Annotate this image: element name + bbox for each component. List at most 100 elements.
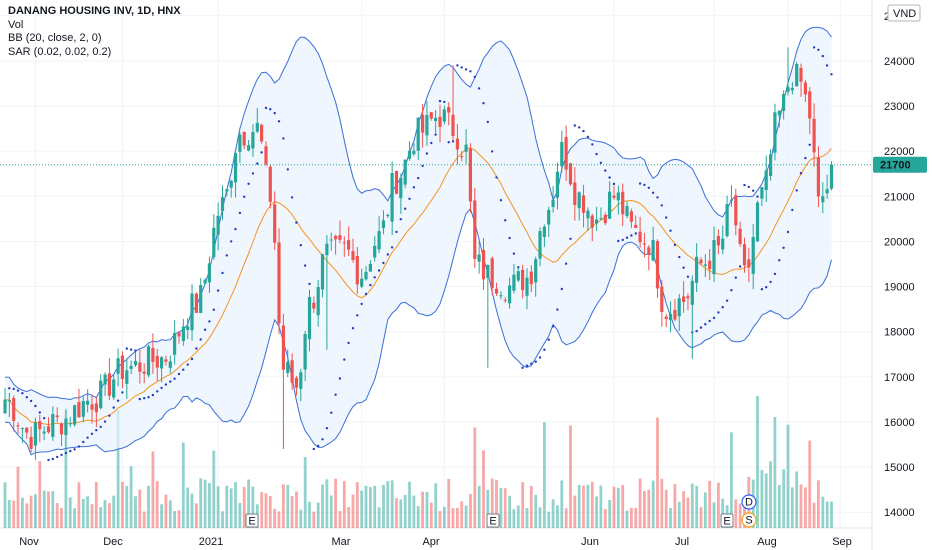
candle: [155, 349, 159, 382]
candle: [442, 105, 446, 125]
sar-dot: [760, 288, 764, 291]
volume-bar: [808, 440, 812, 528]
candle: [608, 181, 612, 219]
candle: [164, 355, 168, 366]
sar-dot: [412, 186, 416, 189]
sar-dot: [399, 218, 402, 221]
split-marker-circle[interactable]: [741, 512, 757, 528]
split-marker[interactable]: S: [741, 512, 757, 528]
earnings-marker-box[interactable]: [486, 513, 500, 528]
candle-body: [181, 326, 185, 341]
candle-body: [564, 136, 568, 170]
currency-badge[interactable]: VND: [887, 4, 921, 22]
earnings-marker[interactable]: E: [245, 513, 259, 528]
candle-body: [682, 296, 686, 302]
currency-badge-box[interactable]: [887, 4, 921, 22]
sar-dot: [143, 397, 146, 400]
candle-body: [829, 164, 834, 189]
sar-dot: [564, 262, 568, 265]
candle-body: [7, 400, 11, 402]
candle: [782, 90, 786, 120]
candle-body: [786, 86, 790, 92]
sar-dot: [734, 276, 737, 279]
sar-dot: [634, 232, 637, 235]
volume-bar: [268, 496, 272, 528]
sar-dot: [660, 204, 663, 207]
candle-body: [355, 256, 359, 285]
sar-dot: [782, 246, 785, 249]
candle-body: [625, 206, 629, 217]
sar-dot: [569, 237, 572, 240]
candle: [3, 388, 7, 414]
candle-body: [777, 110, 781, 116]
time-tick-label: 2021: [199, 536, 223, 548]
price-axis[interactable]: 14000 15000 16000 17000 18000 19000 20000 21000…: [884, 11, 915, 519]
candle-body: [160, 357, 164, 369]
sar-dot: [512, 252, 516, 255]
sar-dot: [134, 349, 137, 352]
earnings-marker[interactable]: E: [486, 513, 500, 528]
volume-bar: [651, 480, 655, 528]
candle: [142, 363, 146, 384]
sar-dot: [160, 386, 163, 390]
volume-bar: [73, 508, 76, 528]
candle: [338, 220, 342, 244]
volume-bar: [355, 482, 359, 528]
volume-bar: [234, 482, 237, 528]
candle-body: [403, 159, 407, 185]
volume-bar: [795, 471, 799, 528]
candle: [373, 236, 377, 262]
dividend-marker[interactable]: D: [741, 494, 757, 510]
indicator-bollinger[interactable]: BB (20, close, 2, 0): [8, 32, 102, 44]
candle: [725, 195, 729, 238]
sar-dot: [473, 75, 476, 79]
sar-dot: [295, 221, 298, 224]
symbol-title[interactable]: DANANG HOUSING INV, 1D, HNX: [8, 5, 181, 17]
candle: [368, 260, 372, 272]
volume-bar: [282, 484, 285, 528]
earnings-marker-box[interactable]: [720, 513, 734, 528]
volume-bar: [790, 487, 794, 528]
candle-body: [825, 189, 829, 194]
last-price-label-bg: [873, 156, 927, 173]
candle-body: [90, 404, 94, 410]
candle: [151, 333, 155, 374]
volume-bar: [290, 496, 294, 528]
volume-bar: [512, 509, 516, 528]
sar-dot: [356, 314, 359, 317]
dividend-marker-circle[interactable]: [741, 494, 757, 510]
event-markers[interactable]: E E E DS: [245, 494, 757, 528]
time-axis[interactable]: Nov Dec 2021 Mar Apr Jun Jul Aug Sep: [19, 536, 852, 548]
sar-dot: [530, 362, 533, 365]
candle: [590, 213, 594, 241]
sar-dot: [604, 169, 607, 172]
candle-body: [303, 334, 307, 370]
candle-body: [568, 163, 573, 185]
candle: [425, 101, 429, 146]
sar-dot: [95, 429, 98, 432]
volume-bar: [247, 479, 250, 528]
volume-bar: [390, 480, 394, 528]
candle-body: [738, 228, 742, 245]
candle-body: [769, 154, 773, 176]
candle-body: [577, 192, 581, 209]
candle-body: [151, 347, 155, 362]
candle-body: [290, 360, 294, 383]
indicator-sar[interactable]: SAR (0.02, 0.02, 0.2): [8, 45, 112, 58]
candle-body: [647, 247, 651, 255]
volume-bar: [308, 501, 311, 528]
candle: [581, 184, 586, 228]
earnings-marker-box[interactable]: [245, 513, 259, 528]
sar-dot: [347, 341, 350, 345]
candle-body: [551, 199, 555, 207]
sar-dot: [647, 186, 650, 189]
volume-bar: [708, 480, 712, 528]
sar-dot: [673, 243, 677, 247]
candle: [521, 264, 525, 299]
candle-body: [125, 370, 129, 384]
indicator-volume[interactable]: Vol: [8, 18, 24, 31]
earnings-marker[interactable]: E: [720, 513, 734, 528]
candle-body: [690, 280, 694, 305]
volume-bar: [577, 485, 581, 528]
